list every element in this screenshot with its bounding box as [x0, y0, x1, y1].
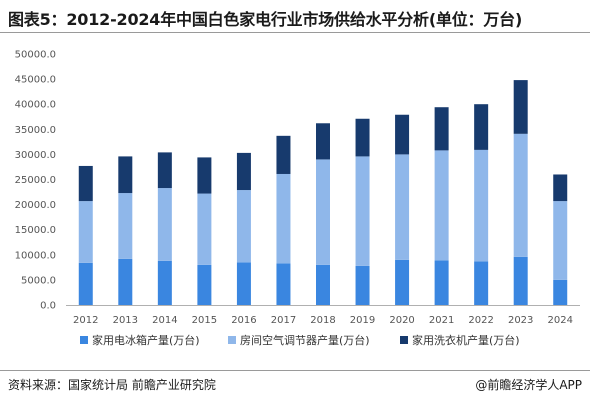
x-tick-label: 2014 — [152, 315, 177, 326]
bar-segment — [474, 149, 489, 262]
x-tick-label: 2023 — [508, 315, 533, 326]
title-divider — [0, 32, 590, 33]
bar-segment — [395, 114, 410, 155]
bar-segment — [355, 118, 370, 157]
source-note: 资料来源：国家统计局 前瞻产业研究院 — [8, 378, 216, 392]
bar-segment — [553, 201, 568, 280]
bar-segment — [513, 133, 528, 257]
y-tick-label: 50000.0 — [15, 50, 56, 61]
x-tick-label: 2012 — [73, 315, 98, 326]
bar-segment — [197, 157, 212, 194]
bar-segment — [236, 152, 251, 191]
bar-segment — [395, 154, 410, 260]
footer-divider — [0, 370, 590, 371]
bar-segment — [78, 262, 93, 305]
legend-label: 房间空气调节器产量(万台) — [240, 333, 370, 347]
x-tick-label: 2015 — [192, 315, 217, 326]
bar-segment — [118, 156, 133, 194]
bar-segment — [276, 135, 291, 174]
legend-label: 家用洗衣机产量(万台) — [412, 333, 520, 347]
bar-segment — [513, 80, 528, 134]
bar-segment — [157, 260, 172, 305]
legend-swatch — [400, 336, 408, 344]
bar-segment — [553, 279, 568, 305]
x-tick-label: 2013 — [113, 315, 138, 326]
bar-segment — [395, 259, 410, 305]
y-tick-label: 25000.0 — [15, 175, 56, 186]
bar-segment — [513, 256, 528, 305]
x-tick-label: 2019 — [350, 315, 375, 326]
brand-label: @前瞻经济学人APP — [475, 378, 582, 392]
legend: 家用电冰箱产量(万台) 房间空气调节器产量(万台) 家用洗衣机产量(万台) — [80, 333, 520, 347]
y-tick-label: 30000.0 — [15, 150, 56, 161]
bar-segment — [355, 156, 370, 266]
y-tick-label: 5000.0 — [21, 275, 56, 286]
x-tick-label: 2016 — [231, 315, 256, 326]
bar-segment — [78, 165, 93, 202]
x-tick-label: 2022 — [468, 315, 493, 326]
bar-segment — [474, 104, 489, 150]
y-tick-label: 20000.0 — [15, 200, 56, 211]
bar-segment — [236, 190, 251, 263]
bar-segment — [118, 193, 133, 259]
y-tick-label: 10000.0 — [15, 250, 56, 261]
bar-segment — [157, 152, 172, 189]
bar-segment — [276, 173, 291, 264]
chart-title: 图表5：2012-2024年中国白色家电行业市场供给水平分析(单位：万台) — [8, 10, 523, 29]
bar-segment — [316, 123, 330, 160]
bar-segment — [316, 159, 330, 265]
x-tick-label: 2020 — [389, 315, 414, 326]
y-tick-label: 35000.0 — [15, 125, 56, 136]
bar-segment — [236, 262, 251, 305]
legend-label: 家用电冰箱产量(万台) — [92, 333, 200, 347]
y-tick-label: 0.0 — [40, 301, 56, 312]
bar-segment — [197, 193, 212, 265]
bar-segment — [355, 265, 370, 305]
bar-segment — [553, 174, 568, 202]
x-axis-ticks: 2012 2013 2014 2015 2016 2017 2018 2019 2020 2021… — [73, 315, 573, 326]
x-tick-label: 2018 — [310, 315, 335, 326]
y-tick-label: 40000.0 — [15, 100, 56, 111]
y-axis: 0.0 5000.0 10000.0 15000.0 20000.0 25000.0 300… — [15, 50, 56, 312]
bar-segment — [197, 264, 212, 305]
legend-swatch — [228, 336, 236, 344]
stacked-bar-chart: 0.0 5000.0 10000.0 15000.0 20000.0 25000.0 300… — [15, 50, 580, 347]
y-tick-label: 45000.0 — [15, 75, 56, 86]
bar-segment — [276, 263, 291, 305]
bar-segment — [118, 258, 133, 305]
bar-segment — [434, 260, 449, 305]
bars — [78, 80, 568, 305]
bar-segment — [434, 107, 449, 151]
bar-segment — [157, 188, 172, 261]
bar-segment — [316, 264, 330, 305]
x-tick-label: 2021 — [429, 315, 454, 326]
bar-segment — [474, 261, 489, 305]
x-tick-label: 2017 — [271, 315, 296, 326]
bar-segment — [78, 201, 93, 263]
bar-segment — [434, 150, 449, 261]
legend-swatch — [80, 336, 88, 344]
x-tick-label: 2024 — [548, 315, 573, 326]
y-tick-label: 15000.0 — [15, 225, 56, 236]
